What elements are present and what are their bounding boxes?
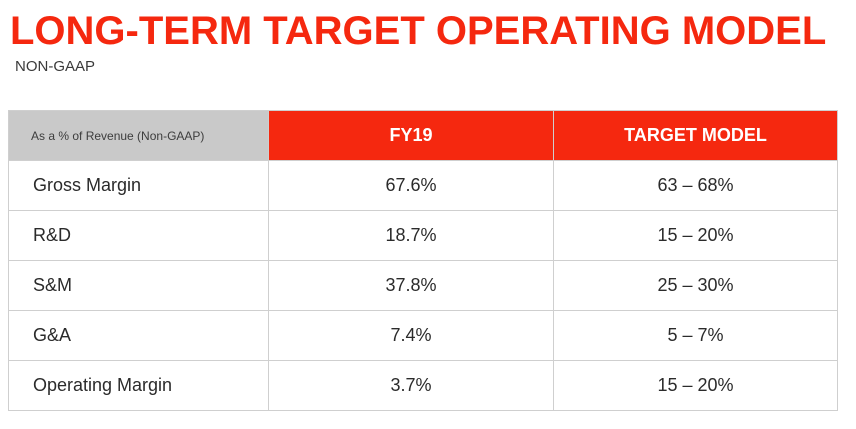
cell-fy19-operating-margin: 3.7% (268, 360, 554, 411)
cell-target-ga: 5 – 7% (553, 310, 838, 361)
table-row: G&A 7.4% 5 – 7% (8, 310, 838, 361)
table-row: R&D 18.7% 15 – 20% (8, 210, 838, 261)
row-label-gross-margin: Gross Margin (8, 160, 269, 211)
cell-target-operating-margin: 15 – 20% (553, 360, 838, 411)
table-row: Operating Margin 3.7% 15 – 20% (8, 360, 838, 411)
column-header-fy19: FY19 (268, 110, 554, 161)
cell-fy19-sm: 37.8% (268, 260, 554, 311)
page-title: LONG-TERM TARGET OPERATING MODEL (10, 9, 827, 53)
row-label-operating-margin: Operating Margin (8, 360, 269, 411)
table-row: S&M 37.8% 25 – 30% (8, 260, 838, 311)
cell-fy19-ga: 7.4% (268, 310, 554, 361)
cell-target-gross-margin: 63 – 68% (553, 160, 838, 211)
row-label-sm: S&M (8, 260, 269, 311)
cell-target-rd: 15 – 20% (553, 210, 838, 261)
table-row: Gross Margin 67.6% 63 – 68% (8, 160, 838, 211)
cell-fy19-gross-margin: 67.6% (268, 160, 554, 211)
corner-header-label: As a % of Revenue (Non-GAAP) (8, 110, 269, 161)
column-header-target-model: TARGET MODEL (553, 110, 838, 161)
cell-fy19-rd: 18.7% (268, 210, 554, 261)
operating-model-table: As a % of Revenue (Non-GAAP) FY19 TARGET… (8, 110, 838, 411)
row-label-ga: G&A (8, 310, 269, 361)
row-label-rd: R&D (8, 210, 269, 261)
page-subtitle: NON-GAAP (15, 58, 96, 75)
table-header-row: As a % of Revenue (Non-GAAP) FY19 TARGET… (8, 110, 838, 161)
cell-target-sm: 25 – 30% (553, 260, 838, 311)
